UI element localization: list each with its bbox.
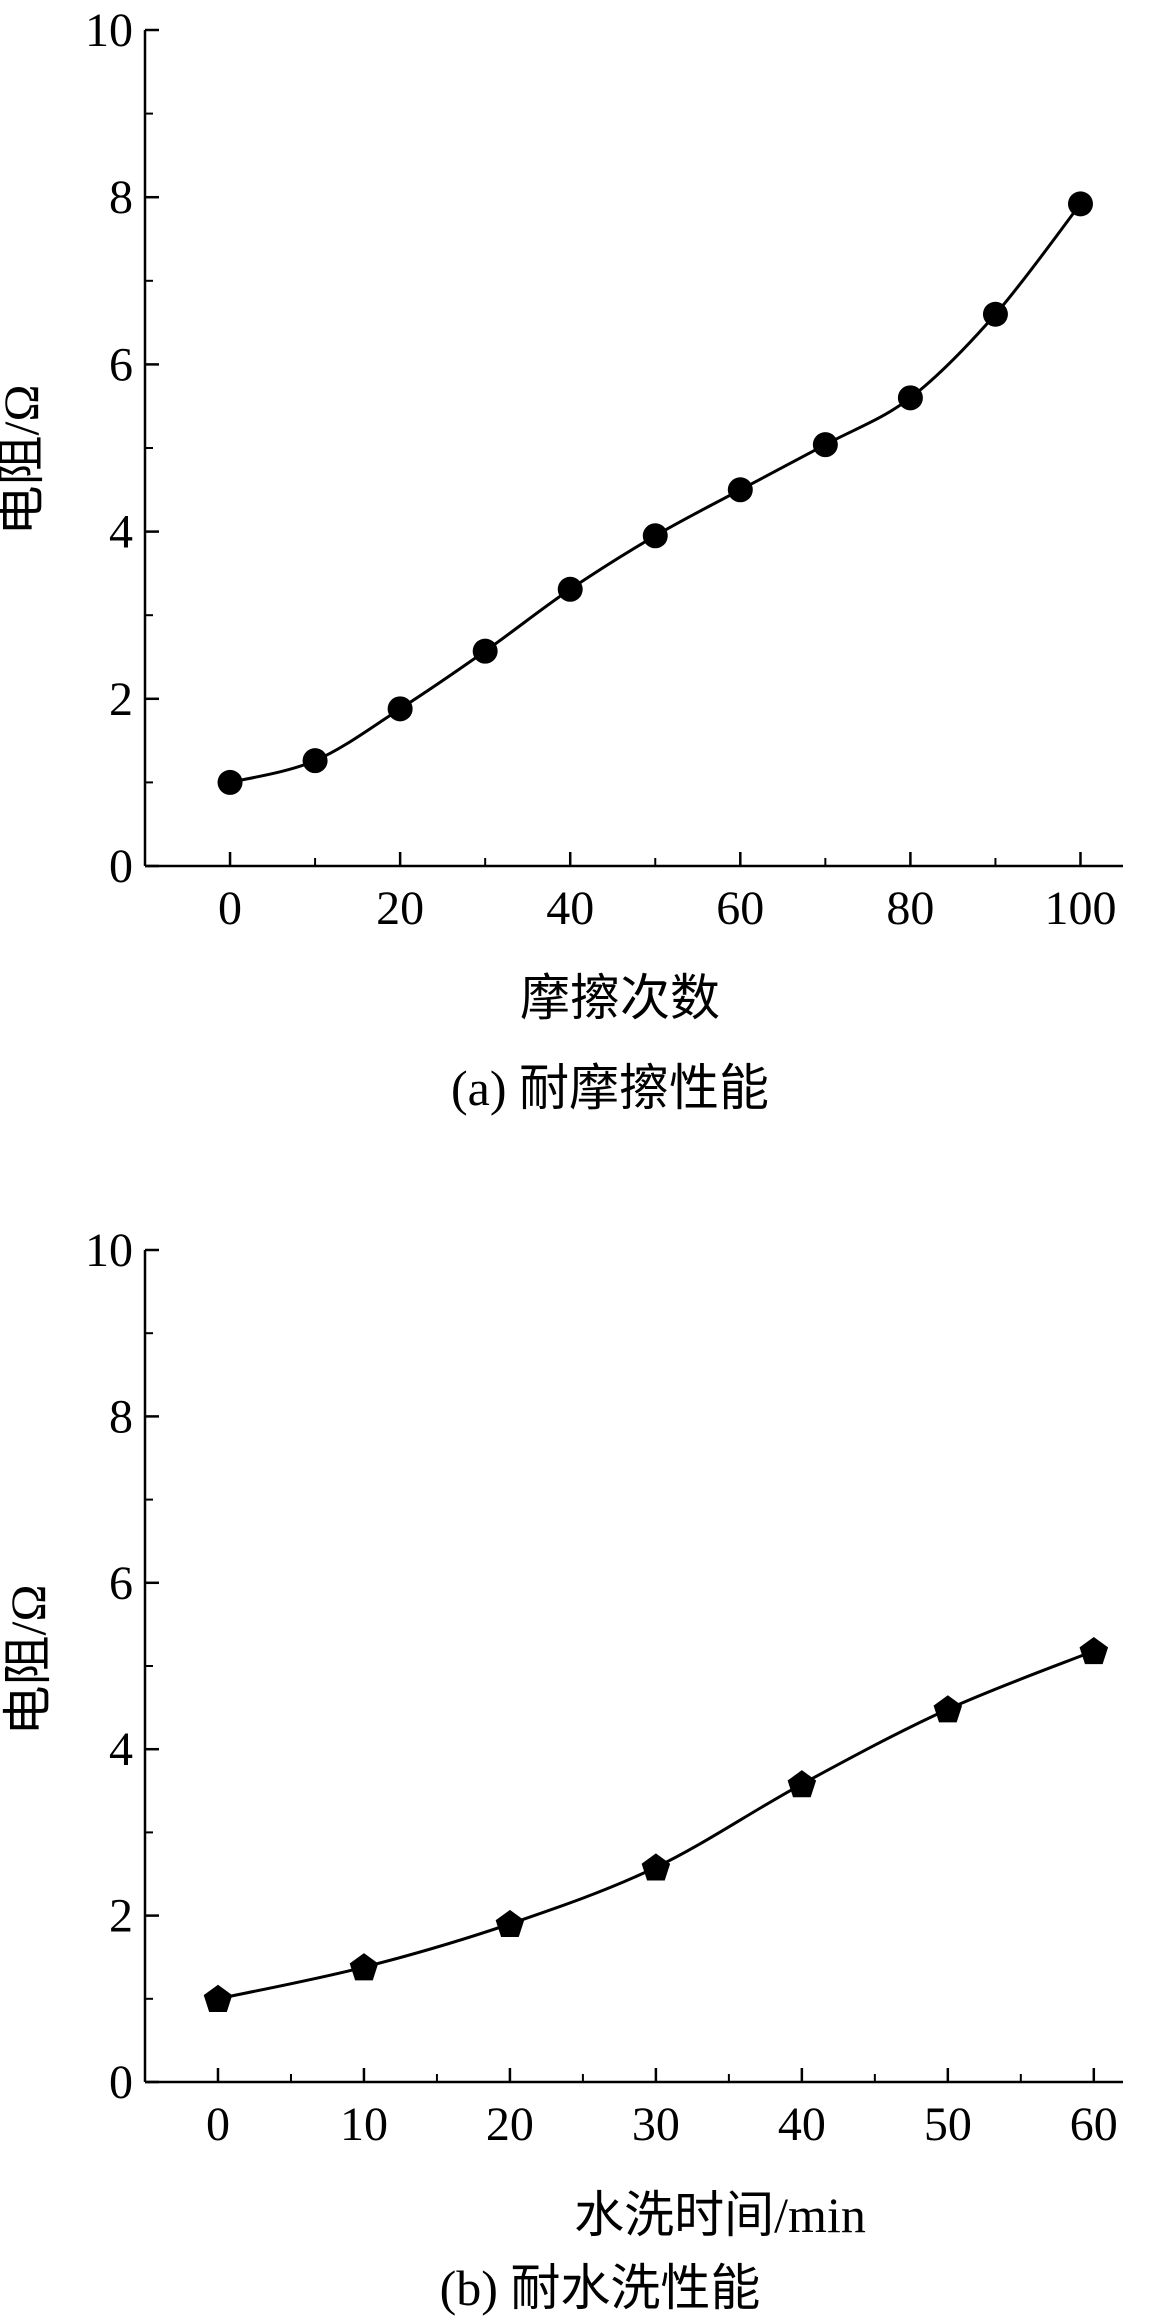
panel-b-data-point (787, 1770, 817, 1798)
panel-a-data-point (302, 748, 328, 774)
panel-b-x-tick-label: 60 (1070, 2098, 1118, 2151)
panel-a-data-point (727, 477, 753, 503)
panel-a-data-point (982, 301, 1008, 327)
panel-a-x-tick-label: 0 (218, 882, 242, 935)
panel-b-data-point (933, 1695, 963, 1723)
panel-b-x-tick-label: 0 (206, 2098, 230, 2151)
panel-b-data-point (495, 1909, 525, 1938)
panel-a-x-tick-label: 80 (886, 882, 934, 935)
panel-a-y-tick-label: 10 (85, 4, 133, 57)
panel-a-series-line (229, 202, 1082, 784)
panel-b-data-point (203, 1984, 233, 2012)
panel-a-data-point (557, 576, 583, 602)
panel-a-data-point (1067, 191, 1093, 217)
panel-a-x-tick-label: 100 (1044, 882, 1116, 935)
panel-a-caption: (a) 耐摩擦性能 (451, 1060, 769, 1116)
panel-b-plot-area: 0 2 4 6 8 10 0 10 20 30 40 50 60 (85, 1224, 1123, 2151)
panel-a-y-tick-label: 2 (109, 673, 133, 726)
panel-b-x-tick-label: 40 (778, 2098, 826, 2151)
panel-a-y-tick-label: 6 (109, 338, 133, 391)
panel-b-y-tick-label: 0 (109, 2056, 133, 2109)
panel-a-y-tick-label: 0 (109, 840, 133, 893)
panel-b-x-label: 水洗时间/min (574, 2187, 866, 2243)
panel-a-data-point (217, 769, 243, 795)
panel-b-y-tick-label: 4 (109, 1723, 133, 1776)
panel-b-y-tick-label: 6 (109, 1557, 133, 1610)
panel-b-data-point (349, 1953, 379, 1981)
panel-b-y-tick-label: 2 (109, 1890, 133, 1943)
panel-a-x-tick-label: 40 (546, 882, 594, 935)
panel-b-data-point (1079, 1637, 1109, 1665)
panel-b-caption: (b) 耐水洗性能 (440, 2260, 761, 2316)
panel-a-data-point (812, 432, 838, 458)
panel-b-y-tick-label: 8 (109, 1390, 133, 1443)
panel-b-x-tick-label: 20 (486, 2098, 534, 2151)
panel-b-x-tick-label: 50 (924, 2098, 972, 2151)
panel-b-y-axis-title: 电阻/Ω (0, 1584, 56, 1735)
panel-a-data-point (472, 638, 498, 664)
panel-b: 电阻/Ω 0 2 4 6 8 10 0 10 20 30 40 50 60 水洗时间/min (b) 耐… (0, 1224, 1123, 2316)
panel-a-y-axis-title: 电阻/Ω (0, 384, 49, 535)
panel-a-data-point (897, 385, 923, 411)
panel-a-y-tick-label: 4 (109, 506, 133, 559)
panel-a-data-point (387, 696, 413, 722)
panel-b-data-point (641, 1853, 671, 1881)
panel-a-y-tick-label: 8 (109, 171, 133, 224)
panel-a-x-label: 摩擦次数 (520, 970, 720, 1026)
panel-b-y-label: 电阻/Ω (0, 1584, 56, 1735)
panel-a-y-label: 电阻/Ω (0, 384, 49, 535)
panel-b-y-tick-label: 10 (85, 1224, 133, 1277)
panel-b-x-tick-label: 10 (340, 2098, 388, 2151)
panel-b-series-line (217, 1649, 1095, 2001)
panel-a-x-tick-label: 20 (376, 882, 424, 935)
panel-a-data-point (642, 523, 668, 549)
panel-a-x-tick-label: 60 (716, 882, 764, 935)
panel-b-x-tick-label: 30 (632, 2098, 680, 2151)
